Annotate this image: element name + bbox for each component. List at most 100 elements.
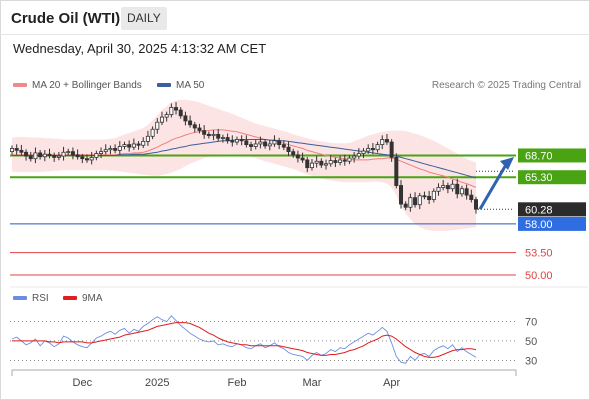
candle-body (80, 156, 85, 160)
candle-body (445, 185, 450, 190)
forecast-arrow-shaft (478, 162, 509, 210)
candle-body (324, 163, 329, 166)
candle-body (84, 158, 89, 161)
9ma-line (12, 322, 477, 358)
candle-body (309, 162, 314, 169)
candle-body (56, 155, 61, 158)
candle-body (403, 203, 408, 208)
level-label-50.00: 50.00 (525, 270, 553, 282)
header-divider (0, 34, 590, 35)
candle-body (24, 151, 29, 157)
legend-9ma-label: 9MA (82, 293, 103, 304)
candle-body (66, 151, 71, 154)
candle-body (319, 160, 324, 166)
ma20-swatch (13, 83, 27, 88)
level-label-68.70: 68.70 (525, 150, 553, 162)
level-tag-68.70 (518, 148, 586, 163)
candle-body (441, 185, 446, 188)
candle-body (431, 190, 436, 200)
ma20-line (12, 129, 477, 188)
candle-body (394, 156, 399, 186)
candle-body (249, 144, 254, 147)
candle-body (145, 135, 150, 142)
candle-body (164, 114, 169, 118)
candle-body (9, 148, 14, 153)
level-tag-65.30 (518, 170, 586, 185)
timeframe-badge[interactable]: DAILY (121, 7, 167, 30)
candle-body (89, 156, 94, 161)
candle-body (469, 194, 474, 200)
candle-body (263, 141, 268, 147)
candle-body (197, 127, 202, 131)
candle-body (230, 140, 235, 143)
candle-body (473, 199, 478, 210)
ma50-line (12, 139, 477, 179)
candle-body (42, 153, 47, 158)
candle-body (436, 187, 441, 192)
candle-body (159, 116, 164, 123)
candle-body (464, 188, 469, 196)
forecast-arrow-head (500, 157, 514, 171)
candle-body (52, 155, 57, 158)
candle-body (244, 140, 249, 145)
level-tag-58.00 (518, 216, 586, 231)
candle-body (375, 144, 380, 151)
candle-body (188, 120, 193, 126)
candle-body (225, 137, 230, 142)
candle-body (356, 153, 361, 157)
candle-body (94, 153, 99, 158)
candle-body (28, 155, 33, 160)
ma50-swatch (157, 83, 171, 88)
candle-body (295, 154, 300, 159)
candle-body (14, 148, 19, 151)
candle-body (366, 148, 371, 152)
x-label-Feb: Feb (227, 377, 246, 389)
candle-body (127, 144, 132, 148)
candle-body (103, 149, 108, 153)
candle-body (47, 153, 52, 156)
rsi-swatch (13, 296, 27, 301)
candle-body (131, 143, 136, 148)
rsi-tick-50: 50 (525, 336, 537, 348)
candle-body (122, 144, 127, 147)
rsi-tick-70: 70 (525, 317, 537, 329)
candle-body (333, 160, 338, 163)
rsi-tick-30: 30 (525, 355, 537, 367)
candles (9, 102, 478, 214)
9ma-swatch (63, 296, 77, 301)
legend-ma50-label: MA 50 (176, 80, 205, 91)
legend-ma20: MA 20 + Bollinger Bands (13, 80, 142, 91)
candle-body (61, 151, 66, 157)
candle-body (141, 141, 146, 146)
candle-body (399, 185, 404, 205)
candle-body (427, 195, 432, 200)
candle-body (281, 144, 286, 148)
candle-body (258, 141, 263, 145)
candle-body (150, 128, 155, 137)
candle-body (328, 160, 333, 165)
level-label-60.28: 60.28 (525, 204, 553, 216)
candle-body (286, 146, 291, 153)
candle-body (75, 154, 80, 158)
candle-body (183, 115, 188, 122)
legend-9ma: 9MA (63, 293, 103, 304)
candle-body (389, 141, 394, 158)
candle-body (422, 195, 427, 198)
candle-body (338, 159, 343, 163)
level-label-53.50: 53.50 (525, 248, 553, 260)
candle-body (277, 140, 282, 145)
candle-body (384, 139, 389, 143)
candle-body (267, 143, 272, 147)
candle-body (169, 107, 174, 115)
candle-body (291, 151, 296, 156)
legend-ma20-label: MA 20 + Bollinger Bands (32, 80, 142, 91)
candle-body (347, 157, 352, 162)
legend-rsi-label: RSI (32, 293, 49, 304)
candle-body (211, 133, 216, 137)
credit-text: Research © 2025 Trading Central (431, 80, 581, 91)
candle-body (361, 150, 366, 154)
candle-body (216, 133, 221, 139)
candle-body (370, 148, 375, 151)
candle-body (455, 183, 460, 195)
